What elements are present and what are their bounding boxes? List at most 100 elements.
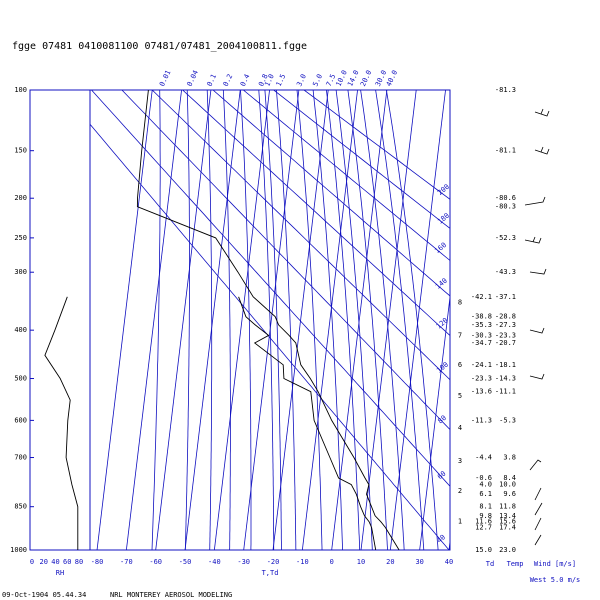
isotherm	[419, 293, 450, 550]
x-tick-label: -70	[120, 558, 133, 566]
mixing-ratio-line	[240, 90, 252, 550]
isotherm	[125, 90, 182, 550]
height-label: 5	[458, 392, 462, 400]
x-tick-label: 0	[330, 558, 334, 566]
isotherm	[155, 90, 212, 550]
value-label: -11.3	[471, 416, 492, 424]
value-label: 11.6	[475, 518, 492, 526]
value-label: -35.3	[471, 321, 492, 329]
y-tick-label: 300	[14, 268, 27, 276]
dry-adiabat	[182, 90, 450, 337]
mixing-ratio-line	[335, 90, 373, 550]
rh-tick-label: 40	[51, 558, 59, 566]
value-label: 8.4	[503, 474, 516, 482]
theta-label: 160	[433, 241, 448, 255]
x-tick-label: -60	[149, 558, 162, 566]
theta-label: 40	[435, 533, 447, 545]
x-tick-label: -80	[91, 558, 104, 566]
x-tick-label: -40	[208, 558, 221, 566]
mixing-ratio-line	[375, 90, 425, 550]
rh-frame	[29, 89, 91, 551]
value-label: -42.1	[471, 293, 492, 301]
y-tick-label: 400	[14, 326, 27, 334]
theta-label: 180	[436, 212, 451, 226]
x-tick-label: 20	[386, 558, 394, 566]
mixing-ratio-line	[258, 90, 275, 550]
x-tick-label: -50	[179, 558, 192, 566]
isotherm	[389, 90, 446, 550]
wind-scale: West 5.0 m/s	[530, 576, 581, 584]
mixing-ratio-line	[184, 90, 190, 550]
value-label: -14.3	[495, 375, 516, 383]
isotherm	[331, 90, 388, 550]
x-tick-label: 30	[415, 558, 423, 566]
value-label: 13.4	[499, 512, 516, 520]
y-tick-label: 700	[14, 454, 27, 462]
mixing-ratio-line	[276, 90, 297, 550]
y-tick-label: 1000	[10, 546, 27, 554]
x-tick-label: 10	[357, 558, 365, 566]
legend-temp: Temp	[507, 560, 524, 568]
value-label: 17.4	[499, 524, 516, 532]
x-axis-label: T,Td	[262, 569, 279, 577]
height-label: 1	[458, 518, 462, 526]
rh-tick-label: 80	[75, 558, 83, 566]
mixing-ratio-line	[296, 90, 323, 550]
value-label: 12.7	[475, 524, 492, 532]
profile-line	[136, 90, 400, 550]
value-label: -38.8	[471, 313, 492, 321]
height-label: 3	[458, 457, 462, 465]
value-label: 3.8	[503, 454, 516, 462]
plot-area	[90, 90, 450, 550]
dry-adiabat	[151, 90, 450, 381]
y-tick-label: 100	[14, 86, 27, 94]
rh-tick-label: 60	[63, 558, 71, 566]
value-label: 6.1	[479, 490, 492, 498]
isotherm	[301, 90, 358, 550]
value-label: -23.3	[495, 331, 516, 339]
footer-date: 09-Oct-1904 05.44.34	[2, 591, 86, 599]
dry-adiabat	[243, 90, 450, 262]
value-label: 9.6	[503, 490, 516, 498]
mixing-ratio-label: 0.1	[206, 73, 219, 88]
dry-adiabat	[90, 123, 450, 550]
wind-label: Wind [m/s]	[534, 560, 576, 568]
chart-title: fgge 07481 0410081100 07481/07481_200410…	[12, 41, 307, 52]
dry-adiabat	[91, 90, 450, 487]
value-label: -81.1	[495, 147, 516, 155]
value-label: 8.1	[479, 503, 492, 511]
value-label: 4.0	[479, 481, 492, 489]
value-label: -18.1	[495, 361, 516, 369]
y-tick-label: 850	[14, 503, 27, 511]
isotherm	[184, 90, 241, 550]
value-label: 10.0	[499, 481, 516, 489]
dry-adiabat	[303, 90, 450, 200]
mixing-ratio-line	[312, 90, 343, 550]
value-label: 11.8	[499, 503, 516, 511]
isotherm	[272, 90, 329, 550]
x-tick-label: -20	[267, 558, 280, 566]
rh-label: RH	[56, 569, 64, 577]
y-tick-label: 250	[14, 234, 27, 242]
isotherm	[243, 90, 300, 550]
value-label: -24.1	[471, 361, 492, 369]
mixing-ratio-line	[264, 90, 282, 550]
value-label: -28.8	[495, 313, 516, 321]
value-label: -23.3	[471, 375, 492, 383]
value-label: -13.6	[471, 388, 492, 396]
theta-label: 140	[434, 277, 449, 291]
value-label: -43.3	[495, 268, 516, 276]
mixing-ratio-label: 0.04	[186, 69, 200, 88]
dry-adiabat	[273, 90, 450, 229]
mixing-ratio-line	[222, 90, 231, 550]
dry-adiabat	[212, 90, 450, 297]
value-label: -0.6	[475, 474, 492, 482]
value-label: -52.3	[495, 234, 516, 242]
value-label: -37.1	[495, 293, 516, 301]
theta-label: 60	[436, 470, 448, 482]
isotherm	[213, 90, 270, 550]
rh-tick-label: 20	[40, 558, 48, 566]
height-label: 7	[458, 331, 462, 339]
x-tick-label: -10	[296, 558, 309, 566]
x-tick-label: 40	[445, 558, 453, 566]
